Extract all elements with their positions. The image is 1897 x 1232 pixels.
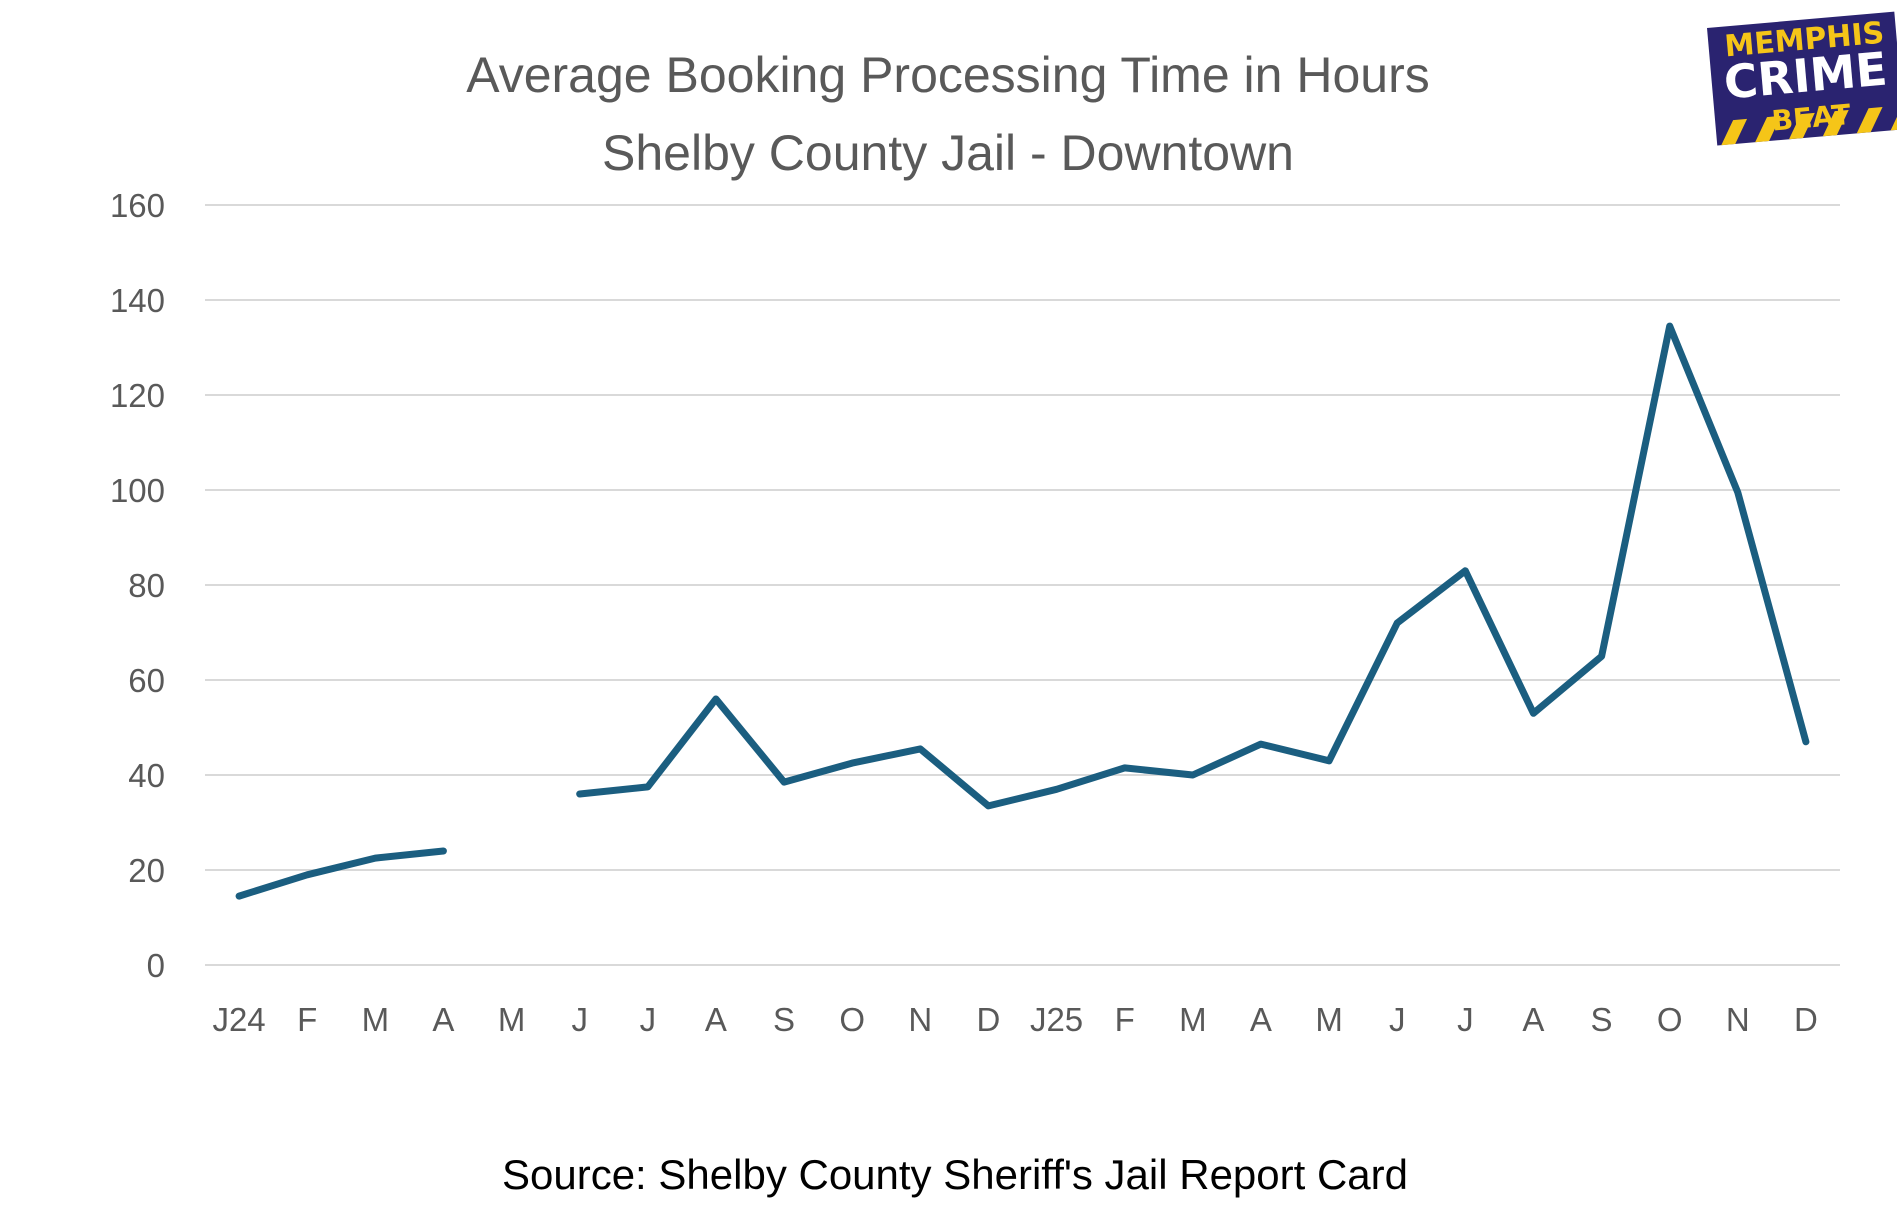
x-tick-label: D — [1794, 1001, 1818, 1038]
logo-stripe — [1755, 115, 1781, 143]
data-point — [1053, 786, 1060, 793]
x-tick-label: J — [571, 1001, 588, 1038]
y-tick-label: 160 — [110, 187, 165, 224]
x-tick-label: M — [1179, 1001, 1207, 1038]
x-tick-label: J — [1389, 1001, 1406, 1038]
x-tick-label: O — [1657, 1001, 1683, 1038]
x-tick-label: S — [1591, 1001, 1613, 1038]
x-tick-label: A — [432, 1001, 454, 1038]
x-tick-label: D — [977, 1001, 1001, 1038]
data-point — [1462, 567, 1469, 574]
logo-stripe — [1856, 107, 1883, 134]
x-tick-label: A — [1522, 1001, 1544, 1038]
x-tick-label: M — [1315, 1001, 1343, 1038]
x-tick-label: F — [297, 1001, 317, 1038]
y-tick-label: 140 — [110, 282, 165, 319]
logo-stripe — [1789, 112, 1815, 140]
data-point — [849, 760, 856, 767]
data-point — [1257, 741, 1264, 748]
data-point — [917, 745, 924, 752]
data-point — [304, 871, 311, 878]
chart-subtitle: Shelby County Jail - Downtown — [602, 125, 1294, 181]
data-point — [1666, 323, 1673, 330]
y-tick-label: 40 — [128, 757, 165, 794]
y-tick-label: 60 — [128, 662, 165, 699]
data-point — [1530, 710, 1537, 717]
x-tick-label: F — [1115, 1001, 1135, 1038]
logo-background — [1707, 11, 1897, 146]
data-point — [236, 893, 243, 900]
series-group — [235, 322, 1810, 900]
series-line — [235, 847, 447, 900]
x-tick-label: O — [839, 1001, 865, 1038]
gridlines — [205, 204, 1840, 966]
x-tick-label: A — [705, 1001, 727, 1038]
data-point — [781, 779, 788, 786]
x-tick-label: J24 — [212, 1001, 265, 1038]
data-point — [1598, 653, 1605, 660]
data-point — [712, 696, 719, 702]
y-tick-label: 20 — [128, 852, 165, 889]
x-axis-ticks: J24 F M A M J J A S O N D J25 F M A M J J A S O N D — [212, 1001, 1817, 1038]
y-tick-label: 0 — [147, 947, 165, 984]
logo-stripe — [1721, 118, 1748, 146]
data-point — [985, 802, 992, 809]
y-tick-label: 100 — [110, 472, 165, 509]
source-note: Source: Shelby County Sheriff's Jail Rep… — [502, 1151, 1408, 1198]
x-tick-label: M — [498, 1001, 526, 1038]
y-axis-ticks: 0 20 40 60 80 100 120 140 160 — [110, 187, 165, 984]
data-point — [1189, 772, 1196, 778]
x-tick-label: M — [362, 1001, 390, 1038]
logo-stripe — [1822, 109, 1849, 137]
chart-title: Average Booking Processing Time in Hours — [466, 47, 1429, 103]
x-tick-label: N — [908, 1001, 932, 1038]
x-tick-label: N — [1726, 1001, 1750, 1038]
data-point — [1802, 738, 1809, 745]
data-point — [1734, 489, 1741, 496]
x-tick-label: S — [773, 1001, 795, 1038]
data-point — [1394, 620, 1401, 626]
data-point — [372, 855, 379, 862]
data-point — [1326, 757, 1333, 764]
data-point — [644, 783, 651, 790]
logo-line3: BEAT — [1770, 98, 1852, 138]
x-tick-label: J — [1457, 1001, 1474, 1038]
y-tick-label: 80 — [128, 567, 165, 604]
x-tick-label: A — [1250, 1001, 1272, 1038]
data-point — [1121, 764, 1128, 771]
x-tick-label: J — [640, 1001, 657, 1038]
data-point — [440, 848, 447, 854]
series-line — [576, 322, 1810, 810]
x-tick-label: J25 — [1030, 1001, 1083, 1038]
data-point — [576, 791, 583, 797]
y-tick-label: 120 — [110, 377, 165, 414]
